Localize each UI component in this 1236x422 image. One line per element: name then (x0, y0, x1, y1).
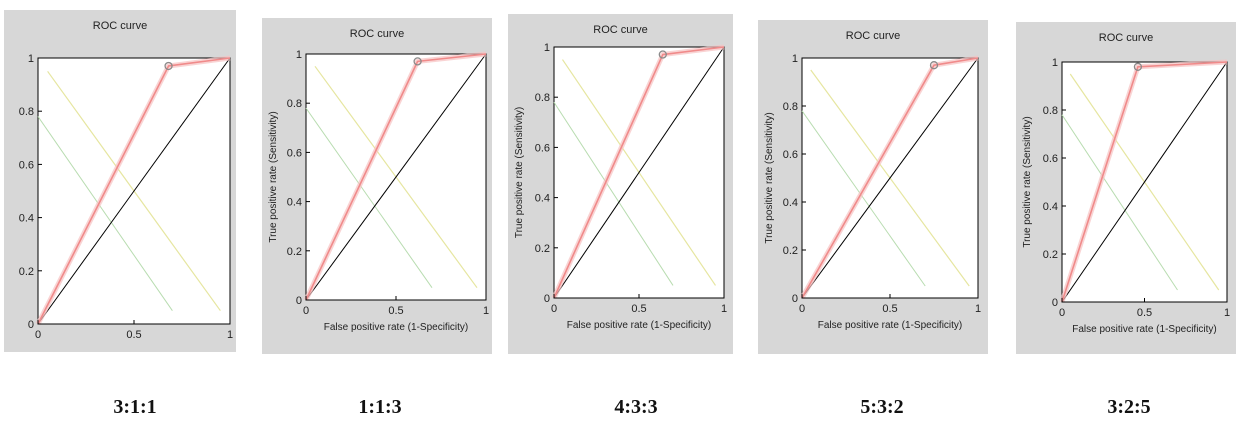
y-tick-label: 0 (1052, 297, 1058, 309)
x-axis-label: False positive rate (1-Specificity) (324, 322, 469, 333)
x-tick-label: 0 (1059, 307, 1065, 319)
threshold-line-green (1061, 114, 1178, 291)
y-tick-label: 0.4 (783, 197, 798, 209)
chance-diagonal-line (305, 53, 487, 301)
x-tick-label: 0.5 (126, 329, 141, 341)
roc-panel-2: ROC curve 0 0.2 0.4 0.6 0.8 1 0 0.5 1 False positi… (262, 18, 492, 354)
chart-title: ROC curve (593, 24, 647, 36)
y-axis-label: True positive rate (Sensitivity) (268, 111, 279, 242)
y-tick-label: 0.4 (535, 193, 550, 205)
y-tick-label: 0.6 (1043, 153, 1058, 165)
y-tick-label: 0.6 (535, 142, 550, 154)
ratio-caption-5: 3:2:5 (1107, 396, 1151, 418)
x-tick-label: 1 (975, 303, 981, 315)
roc-chart-3: ROC curve 0 0.2 0.4 0.6 0.8 1 0 0.5 1 False positi… (514, 24, 727, 331)
y-tick-label: 1 (296, 49, 302, 61)
y-tick-label: 0 (544, 293, 550, 305)
y-axis-label: True positive rate (Sensitivity) (764, 112, 775, 243)
x-tick-label: 0 (303, 305, 309, 317)
x-axis-label: False positive rate (1-Specificity) (1072, 324, 1217, 335)
roc-chart-5: ROC curve 0 0.2 0.4 0.6 0.8 1 0 0.5 1 False positi… (1022, 32, 1230, 335)
x-tick-label: 1 (227, 329, 233, 341)
x-tick-label: 0 (35, 329, 41, 341)
y-tick-label: 0.8 (535, 92, 550, 104)
y-tick-label: 0.8 (19, 106, 34, 118)
y-tick-label: 1 (792, 53, 798, 65)
ratio-caption-4: 5:3:2 (860, 396, 904, 418)
y-tick-label: 0.2 (535, 243, 550, 255)
roc-curve-line (801, 57, 979, 299)
roc-chart-2: ROC curve 0 0.2 0.4 0.6 0.8 1 0 0.5 1 False positi… (268, 28, 489, 333)
threshold-line-green (37, 116, 173, 311)
roc-curve-line (1061, 61, 1228, 303)
roc-panel-5: ROC curve 0 0.2 0.4 0.6 0.8 1 0 0.5 1 False positi… (1016, 22, 1236, 354)
x-axis-label: False positive rate (1-Specificity) (567, 320, 712, 331)
y-tick-label: 0.2 (1043, 249, 1058, 261)
ratio-caption-3: 4:3:3 (614, 396, 658, 418)
operating-point-marker (1133, 62, 1143, 71)
y-tick-label: 1 (544, 42, 550, 54)
operating-point-marker (413, 57, 422, 66)
chart-title: ROC curve (93, 20, 147, 32)
y-tick-label: 1 (1052, 57, 1058, 69)
roc-curve-line (553, 46, 725, 299)
y-tick-label: 0.8 (287, 98, 302, 110)
x-tick-label: 0.5 (1137, 307, 1152, 319)
threshold-line-green (553, 101, 674, 286)
roc-chart-4: ROC curve 0 0.2 0.4 0.6 0.8 1 0 0.5 1 False positi… (764, 30, 981, 331)
roc-panel-3: ROC curve 0 0.2 0.4 0.6 0.8 1 0 0.5 1 False positi… (508, 14, 733, 354)
roc-panel-4: ROC curve 0 0.2 0.4 0.6 0.8 1 0 0.5 1 False positi… (758, 20, 988, 354)
threshold-line-green (801, 110, 926, 287)
chart-title: ROC curve (1099, 32, 1153, 44)
y-tick-label: 0.6 (287, 147, 302, 159)
y-tick-label: 0.2 (287, 246, 302, 258)
y-tick-label: 0.2 (783, 245, 798, 257)
y-tick-label: 0 (792, 293, 798, 305)
x-tick-label: 1 (1224, 307, 1230, 319)
ratio-caption-1: 3:1:1 (113, 396, 157, 418)
y-tick-label: 1 (28, 53, 34, 65)
chance-diagonal-line (553, 46, 725, 299)
x-tick-label: 1 (483, 305, 489, 317)
operating-point-marker (658, 50, 667, 59)
x-tick-label: 0 (799, 303, 805, 315)
chance-diagonal-line (37, 57, 231, 325)
x-tick-label: 0.5 (631, 303, 646, 315)
y-tick-label: 0.4 (19, 213, 34, 225)
operating-point-marker (929, 61, 939, 70)
y-tick-label: 0.8 (783, 101, 798, 113)
x-axis-label: False positive rate (1-Specificity) (818, 320, 963, 331)
roc-chart-1: ROC curve 0 0.2 0.4 0.6 0.8 1 0 0.5 1 (19, 20, 233, 341)
y-tick-label: 0.2 (19, 266, 34, 278)
chance-diagonal-line (1061, 61, 1228, 303)
y-axis-label: True positive rate (Sensitivity) (1022, 116, 1033, 247)
y-tick-label: 0.4 (1043, 201, 1058, 213)
y-tick-label: 0 (28, 319, 34, 331)
ratio-caption-2: 1:1:3 (358, 396, 402, 418)
chance-diagonal-line (801, 57, 979, 299)
y-tick-label: 0.8 (1043, 105, 1058, 117)
roc-curve-line (305, 53, 487, 301)
chart-title: ROC curve (350, 28, 404, 40)
operating-point-marker (164, 61, 173, 71)
x-tick-label: 0.5 (882, 303, 897, 315)
y-tick-label: 0.6 (783, 149, 798, 161)
threshold-line-green (305, 107, 433, 288)
roc-panel-1: ROC curve 0 0.2 0.4 0.6 0.8 1 0 0.5 1 (4, 10, 236, 352)
y-tick-label: 0 (296, 295, 302, 307)
y-axis-label: True positive rate (Sensitivity) (514, 107, 525, 238)
x-tick-label: 1 (721, 303, 727, 315)
y-tick-label: 0.6 (19, 159, 34, 171)
y-tick-label: 0.4 (287, 197, 302, 209)
roc-curve-line (37, 57, 231, 325)
x-tick-label: 0 (551, 303, 557, 315)
x-tick-label: 0.5 (388, 305, 403, 317)
chart-title: ROC curve (846, 30, 900, 42)
